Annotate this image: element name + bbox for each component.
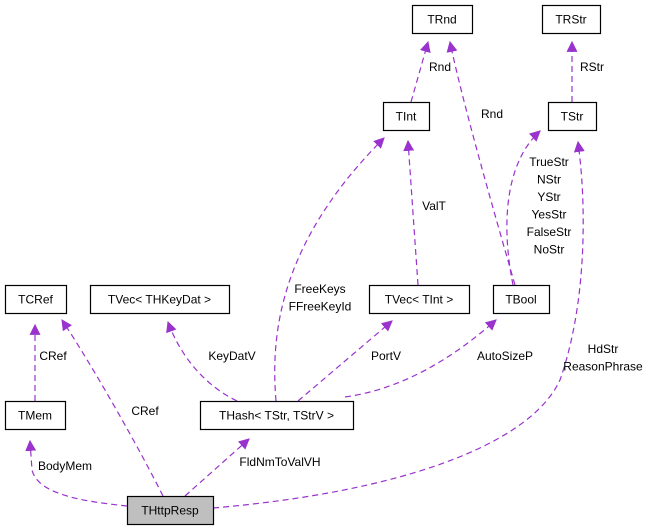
- edge-thash-to-tvec_tint: PortV: [297, 320, 401, 402]
- edge-label: ValT: [422, 199, 446, 213]
- edge-thttpresp-to-tstr: HdStr ReasonPhrase: [212, 140, 643, 509]
- edge-label: KeyDatV: [208, 349, 255, 363]
- edge-thttpresp-to-tmem: BodyMem: [25, 439, 128, 507]
- node-label: TInt: [396, 110, 417, 124]
- edge-line: [344, 319, 497, 398]
- edge-line: [61, 319, 164, 497]
- edge-label: FreeKeys FFreeKeyId: [289, 282, 352, 314]
- edge-line: [212, 140, 585, 509]
- node-box: [199, 400, 355, 431]
- edge-label: PortV: [371, 349, 401, 363]
- node-box: [126, 495, 215, 526]
- edge-label: FldNmToValVH: [239, 455, 320, 469]
- class-node-tvec_tint[interactable]: TVec< TInt >: [368, 284, 471, 315]
- node-label: TBool: [505, 293, 536, 307]
- node-label: TStr: [561, 110, 584, 124]
- edge-line: [410, 40, 431, 103]
- edge-line: [184, 438, 250, 497]
- edge-tint-to-trnd: Rnd: [410, 40, 451, 103]
- node-box: [4, 284, 68, 315]
- edge-thash-to-tvec_thkeydat: KeyDatV: [166, 320, 256, 402]
- edge-line: [25, 439, 128, 507]
- node-box: [547, 101, 598, 132]
- edge-thttpresp-to-tcref: CRef: [61, 319, 164, 497]
- class-node-tmem[interactable]: TMem: [4, 400, 67, 431]
- edge-thash-to-tbool: AutoSizeP: [344, 319, 533, 398]
- class-node-tbool[interactable]: TBool: [492, 284, 551, 315]
- node-box: [4, 400, 67, 431]
- node-box: [541, 4, 602, 35]
- edge-tbool-to-tstr: TrueStr NStr YStr YesStr FalseStr NoStr: [506, 130, 572, 286]
- class-node-thash[interactable]: THash< TStr, TStrV >: [199, 400, 355, 431]
- node-label: THash< TStr, TStrV >: [219, 409, 334, 423]
- edge-label: BodyMem: [38, 459, 92, 473]
- class-node-tvec_thkeydat[interactable]: TVec< THKeyDat >: [89, 284, 231, 315]
- node-box: [492, 284, 551, 315]
- edge-thttpresp-to-thash: FldNmToValVH: [184, 438, 321, 497]
- edge-label: CRef: [131, 404, 159, 418]
- edge-label: TrueStr NStr YStr YesStr FalseStr NoStr: [527, 155, 572, 257]
- node-label: TMem: [18, 409, 52, 423]
- edge-line: [403, 139, 419, 286]
- edge-label: AutoSizeP: [477, 349, 533, 363]
- node-label: TVec< TInt >: [385, 293, 453, 307]
- edge-line: [166, 320, 238, 402]
- node-box: [411, 4, 474, 35]
- node-label: THttpResp: [141, 504, 199, 518]
- edge-line: [297, 320, 393, 402]
- edge-label: Rnd: [429, 60, 451, 74]
- edge-label: CRef: [39, 349, 67, 363]
- edge-line: [446, 40, 516, 286]
- node-label: TVec< THKeyDat >: [108, 293, 211, 307]
- edge-tmem-to-tcref: CRef: [29, 323, 67, 401]
- edge-tstr-to-trstr: RStr: [566, 40, 604, 102]
- node-label: TRnd: [427, 13, 456, 27]
- node-label: TCRef: [18, 293, 53, 307]
- class-node-trstr[interactable]: TRStr: [541, 4, 602, 35]
- edge-label: HdStr ReasonPhrase: [563, 342, 643, 374]
- class-node-thttpresp: THttpResp: [126, 495, 215, 526]
- class-node-tstr[interactable]: TStr: [547, 101, 598, 132]
- class-node-tcref[interactable]: TCRef: [4, 284, 68, 315]
- class-node-trnd[interactable]: TRnd: [411, 4, 474, 35]
- node-box: [368, 284, 471, 315]
- edge-label: Rnd: [481, 107, 503, 121]
- node-box: [89, 284, 231, 315]
- edge-thash-to-tint: FreeKeys FFreeKeyId: [274, 137, 385, 402]
- node-box: [382, 101, 431, 132]
- edge-tbool-to-trnd: Rnd: [446, 40, 516, 286]
- edge-label: RStr: [580, 60, 604, 74]
- class-node-tint[interactable]: TInt: [382, 101, 431, 132]
- node-label: TRStr: [555, 13, 586, 27]
- edge-tvec_tint-to-tint: ValT: [403, 139, 447, 286]
- edge-line: [274, 137, 385, 402]
